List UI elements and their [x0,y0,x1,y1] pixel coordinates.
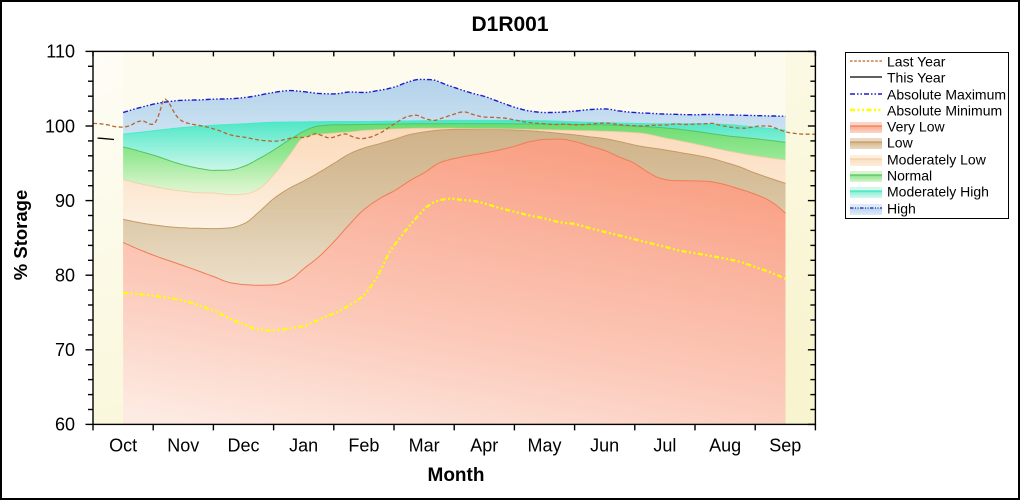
svg-text:90: 90 [55,191,75,211]
svg-text:Aug: Aug [709,436,741,456]
svg-text:Nov: Nov [167,436,199,456]
svg-text:Jan: Jan [289,436,318,456]
svg-text:70: 70 [55,340,75,360]
svg-text:80: 80 [55,266,75,286]
svg-text:60: 60 [55,415,75,435]
svg-text:Dec: Dec [227,436,259,456]
svg-text:Apr: Apr [470,436,498,456]
svg-text:Feb: Feb [348,436,379,456]
svg-text:Oct: Oct [109,436,137,456]
svg-text:May: May [527,436,561,456]
svg-text:Mar: Mar [409,436,440,456]
svg-text:110: 110 [46,42,75,62]
svg-text:Sep: Sep [769,436,801,456]
svg-text:100: 100 [45,116,75,136]
svg-text:Jul: Jul [653,436,676,456]
svg-text:Jun: Jun [590,436,619,456]
